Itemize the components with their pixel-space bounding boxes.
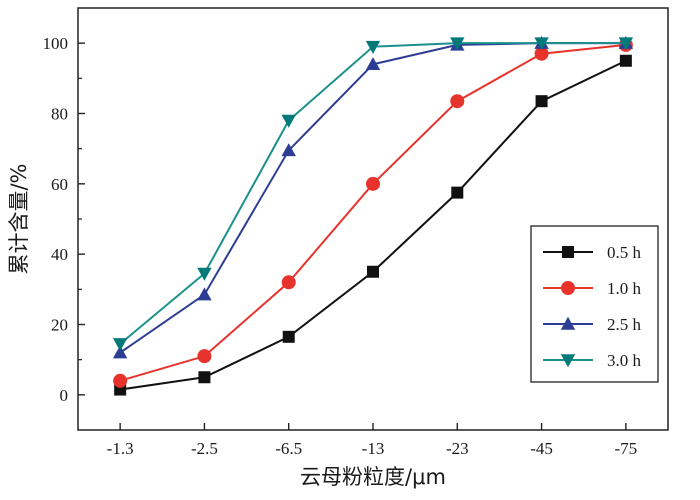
data-point (197, 287, 212, 301)
data-point (534, 37, 549, 51)
data-point (561, 281, 575, 295)
y-tick-label: 40 (51, 245, 68, 264)
data-point (365, 40, 381, 54)
y-tick-label: 100 (43, 34, 69, 53)
series-layer (112, 35, 634, 396)
data-point (560, 316, 576, 330)
data-point (112, 338, 128, 352)
y-tick-label: 60 (51, 175, 68, 194)
data-point (618, 37, 634, 51)
data-point (560, 354, 576, 368)
data-point (281, 275, 296, 290)
data-point (366, 176, 380, 191)
data-point (365, 57, 381, 71)
data-point (281, 143, 296, 157)
data-point (112, 345, 128, 359)
legend-item: 2.5 h (543, 315, 642, 334)
y-tick-label: 80 (51, 105, 68, 124)
series-3.0-h (112, 37, 634, 352)
y-tick-label: 0 (60, 386, 69, 405)
y-axis: 0 20 40 60 80 100 (43, 34, 85, 405)
y-axis-label: 累计含量/% (7, 163, 31, 274)
data-point (562, 246, 574, 258)
data-point (367, 265, 379, 278)
data-point (197, 267, 212, 281)
x-tick-label: -2.5 (191, 439, 218, 458)
data-point (450, 37, 465, 51)
data-point (281, 114, 296, 128)
x-axis-label: 云母粉粒度/μm (300, 465, 446, 489)
x-tick-label: -75 (615, 439, 638, 458)
data-point (534, 46, 549, 61)
data-point (451, 186, 464, 199)
data-point (197, 349, 212, 364)
data-point (450, 94, 465, 109)
legend-item: 0.5 h (543, 243, 642, 262)
y-tick-label: 20 (51, 316, 68, 335)
data-point (535, 95, 548, 108)
x-tick-label: -1.3 (107, 439, 134, 458)
legend-item: 1.0 h (543, 279, 642, 298)
legend: 0.5 h 1.0 h 2.5 h 3.0 h (530, 225, 659, 383)
legend-item: 3.0 h (543, 351, 642, 370)
data-point (198, 371, 211, 384)
x-tick-label: -6.5 (275, 439, 302, 458)
data-point (619, 54, 632, 67)
data-point (282, 330, 295, 343)
x-tick-label: -13 (362, 439, 385, 458)
x-axis: -1.3 -2.5 -6.5 -13 -23 -45 -75 (107, 423, 638, 458)
data-point (113, 373, 128, 388)
legend-label: 3.0 h (607, 351, 642, 370)
x-tick-label: -23 (446, 439, 469, 458)
legend-label: 0.5 h (607, 243, 642, 262)
legend-label: 2.5 h (607, 315, 642, 334)
legend-label: 1.0 h (607, 279, 642, 298)
x-tick-label: -45 (530, 439, 553, 458)
